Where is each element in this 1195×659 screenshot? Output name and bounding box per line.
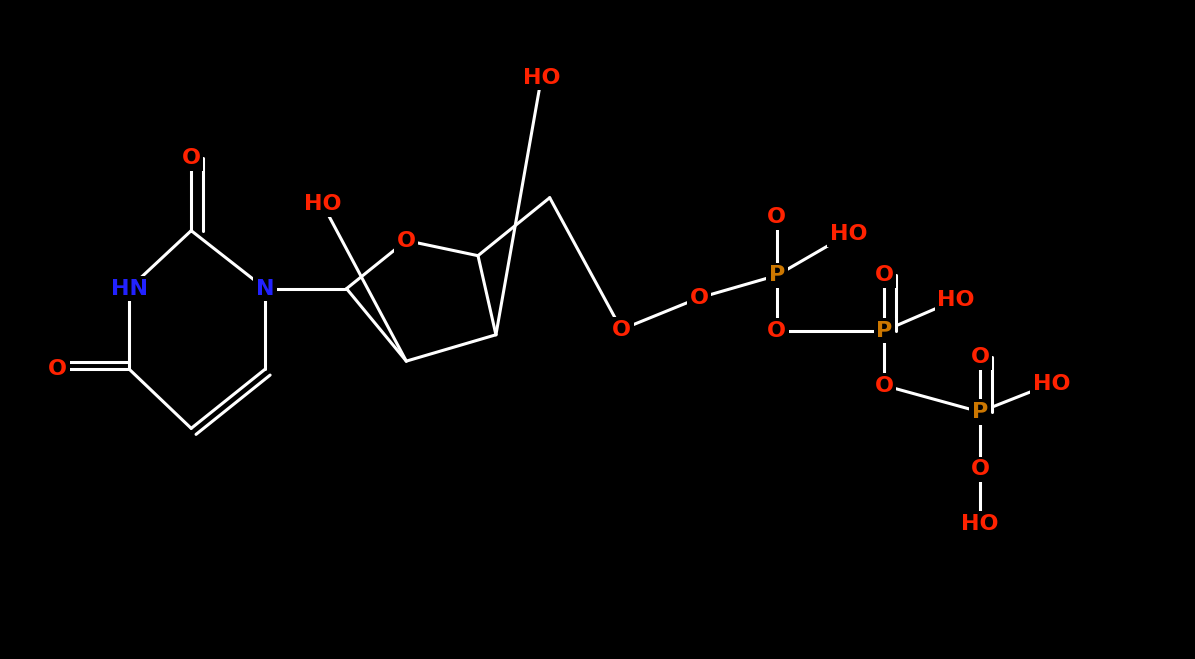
Text: HN: HN	[111, 279, 147, 299]
Text: HO: HO	[961, 514, 999, 534]
Text: P: P	[768, 266, 785, 285]
Text: O: O	[767, 321, 786, 341]
Text: HO: HO	[304, 194, 342, 214]
Text: O: O	[48, 359, 67, 379]
Text: P: P	[972, 402, 988, 422]
Text: O: O	[970, 459, 989, 479]
Text: HO: HO	[522, 68, 560, 88]
Text: O: O	[690, 288, 709, 308]
Text: N: N	[256, 279, 275, 299]
Text: O: O	[397, 231, 416, 250]
Text: O: O	[970, 347, 989, 367]
Text: O: O	[875, 266, 894, 285]
Text: O: O	[612, 320, 631, 339]
Text: P: P	[876, 321, 893, 341]
Text: O: O	[767, 208, 786, 227]
Text: O: O	[182, 148, 201, 168]
Text: HO: HO	[1032, 374, 1071, 393]
Text: O: O	[875, 376, 894, 395]
Text: HO: HO	[829, 224, 868, 244]
Text: HO: HO	[937, 290, 975, 310]
